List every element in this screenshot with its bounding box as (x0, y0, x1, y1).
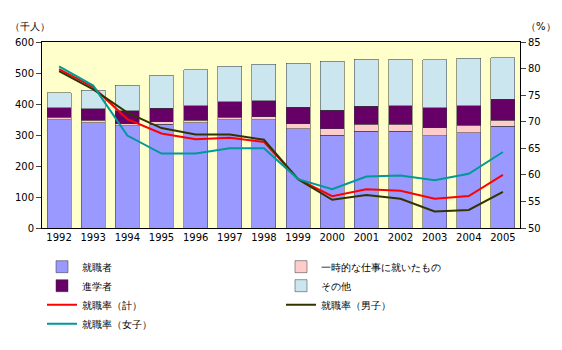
svg-text:100: 100 (15, 192, 34, 203)
svg-text:2002: 2002 (388, 232, 413, 243)
svg-text:300: 300 (15, 130, 34, 141)
svg-text:80: 80 (528, 63, 541, 74)
svg-text:その他: その他 (321, 281, 351, 292)
svg-text:1995: 1995 (149, 232, 174, 243)
svg-text:50: 50 (528, 223, 541, 234)
svg-text:85: 85 (528, 37, 541, 48)
svg-text:55: 55 (528, 196, 541, 207)
svg-text:（%）: （%） (526, 21, 556, 32)
svg-text:1999: 1999 (285, 232, 310, 243)
svg-text:0: 0 (28, 223, 34, 234)
svg-text:1993: 1993 (80, 232, 105, 243)
svg-text:就職者: 就職者 (82, 262, 112, 273)
svg-text:600: 600 (15, 37, 34, 48)
svg-text:一時的な仕事に就いたもの: 一時的な仕事に就いたもの (321, 262, 441, 273)
svg-text:就職率（計）: 就職率（計） (82, 300, 142, 311)
svg-text:就職率（女子）: 就職率（女子） (82, 319, 152, 330)
svg-text:60: 60 (528, 169, 541, 180)
svg-text:400: 400 (15, 99, 34, 110)
svg-text:2000: 2000 (319, 232, 344, 243)
svg-text:2001: 2001 (354, 232, 379, 243)
svg-text:70: 70 (528, 116, 541, 127)
svg-text:2003: 2003 (422, 232, 447, 243)
svg-text:1994: 1994 (115, 232, 140, 243)
svg-text:1997: 1997 (217, 232, 242, 243)
svg-text:進学者: 進学者 (82, 281, 112, 292)
svg-text:1998: 1998 (251, 232, 276, 243)
svg-text:2004: 2004 (456, 232, 481, 243)
svg-text:200: 200 (15, 161, 34, 172)
svg-text:（千人）: （千人） (10, 21, 50, 32)
svg-text:1992: 1992 (46, 232, 71, 243)
svg-text:2005: 2005 (490, 232, 515, 243)
svg-text:1996: 1996 (183, 232, 208, 243)
svg-text:500: 500 (15, 68, 34, 79)
svg-text:就職率（男子）: 就職率（男子） (321, 300, 391, 311)
svg-text:65: 65 (528, 143, 541, 154)
svg-text:75: 75 (528, 90, 541, 101)
